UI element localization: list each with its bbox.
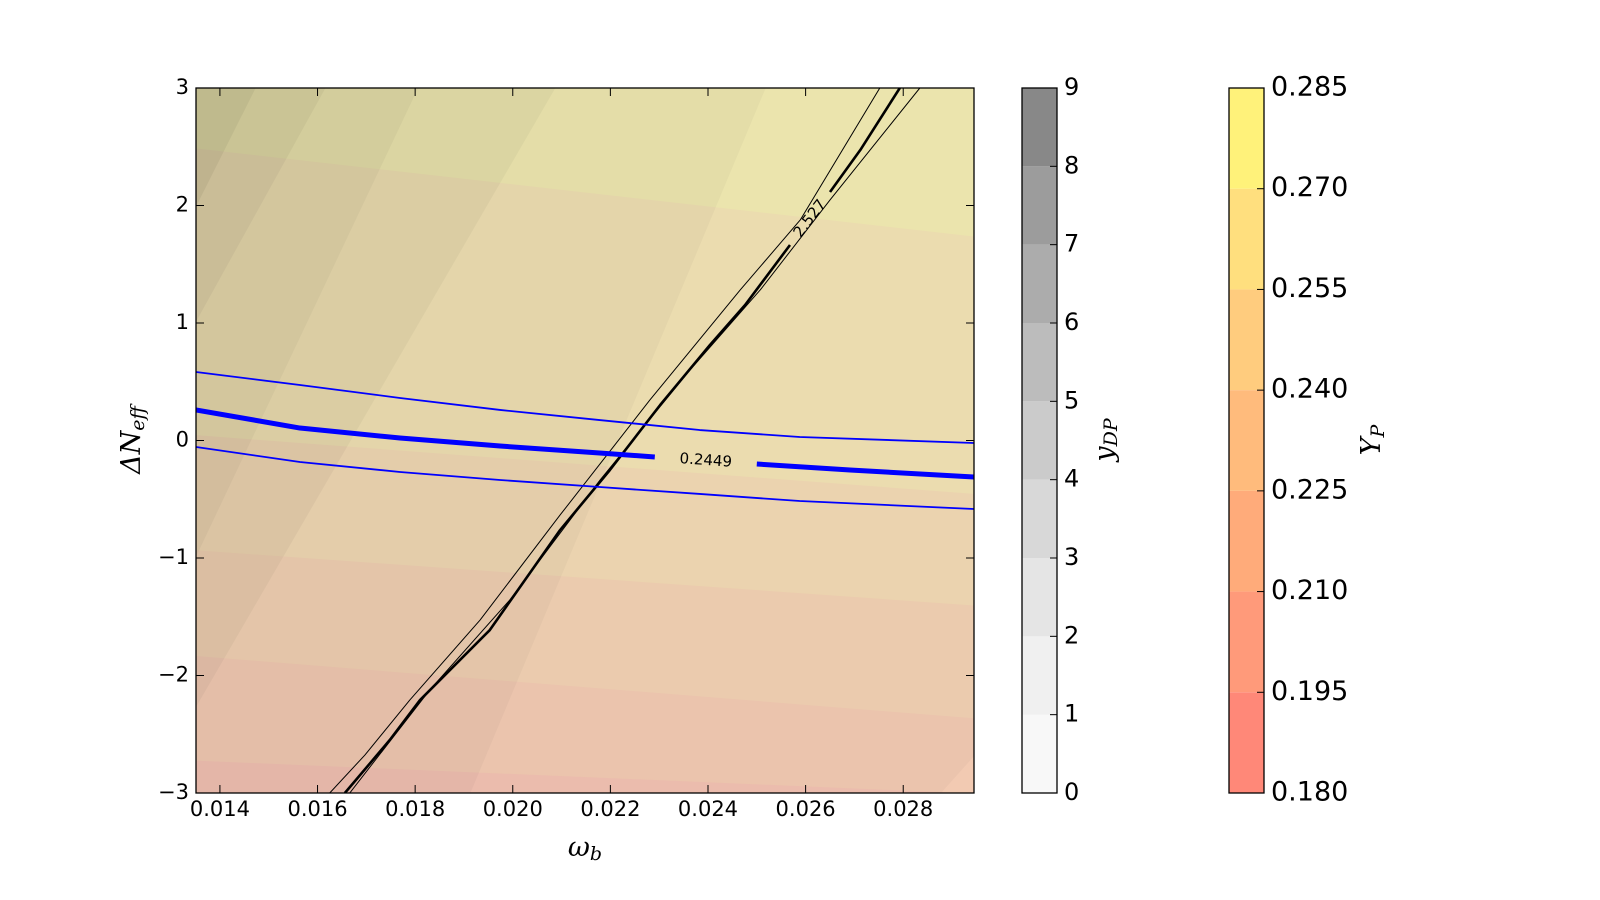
contour-boundary bbox=[469, 88, 766, 793]
colorbar-band bbox=[1229, 390, 1264, 491]
colorbar-band bbox=[1022, 323, 1057, 402]
colorbar-band bbox=[1229, 88, 1264, 189]
colorbar-tick-label: 0 bbox=[1064, 778, 1079, 806]
colorbar-tick-label: 0.210 bbox=[1271, 575, 1348, 606]
colorbar-tick-label: 0.180 bbox=[1271, 777, 1348, 808]
colorbar-tick-label: 0.255 bbox=[1271, 273, 1348, 304]
colorbar-tick-label: 0.195 bbox=[1271, 676, 1348, 707]
y-tick-label: 0 bbox=[176, 428, 189, 452]
x-tick-label: 0.016 bbox=[287, 797, 347, 821]
x-tick-label: 0.024 bbox=[678, 797, 738, 821]
x-tick-label: 0.028 bbox=[873, 797, 933, 821]
colorbar-label-base: Y bbox=[1356, 435, 1387, 455]
contour-boundary bbox=[196, 88, 419, 556]
colorbar-frame bbox=[1228, 87, 1265, 794]
contour-line bbox=[196, 371, 974, 444]
contour-boundary bbox=[196, 88, 556, 707]
colorbar-tick-label: 3 bbox=[1064, 543, 1079, 571]
colorbar-label: YP bbox=[1356, 423, 1390, 455]
x-tick-label: 0.026 bbox=[776, 797, 836, 821]
x-tick-label: 0.020 bbox=[483, 797, 543, 821]
x-axis-label: ωb bbox=[568, 832, 602, 866]
colorbar-label-sub: DP bbox=[1100, 417, 1122, 447]
y-axis-label-sub: eff bbox=[127, 403, 149, 431]
contour-line bbox=[329, 88, 881, 793]
colorbar-band bbox=[1229, 490, 1264, 592]
x-tick-label: 0.018 bbox=[385, 797, 445, 821]
colorbar-band bbox=[1022, 636, 1057, 715]
colorbar-band bbox=[1229, 289, 1264, 391]
colorbar-label: yDP bbox=[1089, 417, 1123, 462]
y-tick-label: 3 bbox=[176, 75, 189, 99]
colorbar-tick-label: 0.225 bbox=[1271, 474, 1348, 505]
y-tick-label: −2 bbox=[158, 663, 189, 687]
colorbar-tick-label: 7 bbox=[1064, 230, 1079, 258]
colorbar-band bbox=[1229, 188, 1264, 290]
contour-label: 0.2449 bbox=[679, 449, 733, 471]
contour-boundary bbox=[196, 88, 326, 321]
contour-boundary bbox=[939, 755, 974, 793]
colorbar-band bbox=[1022, 558, 1057, 637]
contour-line bbox=[196, 407, 974, 480]
colorbar-tick-label: 0.270 bbox=[1271, 172, 1348, 203]
colorbar-band bbox=[1022, 88, 1057, 167]
y-axis-label: ΔNeff bbox=[116, 403, 150, 475]
y-tick-label: −3 bbox=[158, 780, 189, 804]
colorbar-tick-label: 0.285 bbox=[1271, 72, 1348, 103]
colorbar-tick-label: 9 bbox=[1064, 73, 1079, 101]
x-axis-label-base: ω bbox=[568, 832, 590, 863]
y-axis-label-base: ΔN bbox=[116, 429, 147, 474]
y-tick-label: 1 bbox=[176, 310, 189, 334]
contour-boundary bbox=[196, 88, 256, 206]
y-tick-label: −1 bbox=[158, 545, 189, 569]
colorbar-tick-label: 0.240 bbox=[1271, 374, 1348, 405]
colorbar-band bbox=[1022, 479, 1057, 558]
colorbar-label-sub: P bbox=[1367, 423, 1389, 438]
x-tick-label: 0.014 bbox=[190, 797, 250, 821]
colorbar-band bbox=[1022, 244, 1057, 323]
plot-area bbox=[196, 88, 974, 793]
colorbar-band bbox=[1229, 591, 1264, 693]
colorbar-frame bbox=[1021, 87, 1058, 794]
colorbar-tick-label: 6 bbox=[1064, 308, 1079, 336]
x-axis-label-sub: b bbox=[590, 843, 602, 865]
colorbar-band bbox=[1229, 692, 1264, 793]
colorbar-band bbox=[1022, 401, 1057, 480]
x-tick-label: 0.022 bbox=[580, 797, 640, 821]
colorbar-label-base: y bbox=[1089, 446, 1120, 463]
colorbar-band bbox=[1022, 714, 1057, 793]
colorbar-tick-label: 8 bbox=[1064, 151, 1079, 179]
colorbar-tick-label: 1 bbox=[1064, 700, 1079, 728]
contour-line bbox=[196, 446, 974, 510]
colorbar-tick-label: 5 bbox=[1064, 386, 1079, 414]
y-tick-label: 2 bbox=[176, 193, 189, 217]
colorbar-tick-label: 4 bbox=[1064, 465, 1079, 493]
contour-line bbox=[343, 88, 901, 793]
colorbar-band bbox=[1022, 166, 1057, 245]
colorbar-tick-label: 2 bbox=[1064, 621, 1079, 649]
contour-layer bbox=[196, 88, 974, 793]
